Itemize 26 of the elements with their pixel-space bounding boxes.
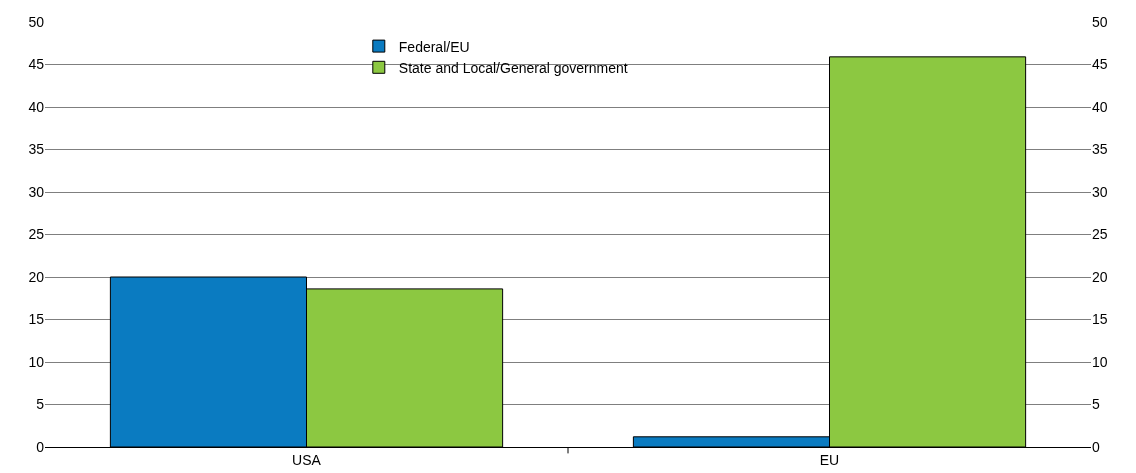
y2-tick-label: 15 xyxy=(1092,311,1108,328)
y2-tick-label: 25 xyxy=(1092,226,1108,243)
y2-tick-label: 10 xyxy=(1092,353,1108,370)
y-tick-label: 40 xyxy=(28,98,45,115)
y2-tick-label: 45 xyxy=(1092,56,1108,73)
y-tick-label: 15 xyxy=(28,311,45,328)
x-tick-label: EU xyxy=(819,451,840,468)
y-tick-label: 35 xyxy=(28,141,45,158)
legend-label: State and Local/General government xyxy=(398,59,628,76)
y-tick-label: 0 xyxy=(36,438,45,455)
y2-tick-label: 35 xyxy=(1092,141,1108,158)
y-tick-label: 30 xyxy=(28,183,45,200)
y2-tick-label: 40 xyxy=(1092,98,1108,115)
y-tick-label: 45 xyxy=(28,56,45,73)
x-tick-label: USA xyxy=(292,451,322,468)
y-tick-label: 50 xyxy=(28,13,45,30)
y2-tick-label: 30 xyxy=(1092,183,1108,200)
y2-tick-label: 5 xyxy=(1092,396,1100,413)
y2-tick-label: 50 xyxy=(1092,13,1108,30)
y2-tick-label: 20 xyxy=(1092,268,1108,285)
y-tick-label: 10 xyxy=(28,353,45,370)
y-tick-label: 20 xyxy=(28,268,45,285)
y-tick-label: 25 xyxy=(28,226,45,243)
legend-label: Federal/EU xyxy=(398,38,470,55)
y2-tick-label: 0 xyxy=(1092,438,1100,455)
y-tick-label: 5 xyxy=(36,396,45,413)
